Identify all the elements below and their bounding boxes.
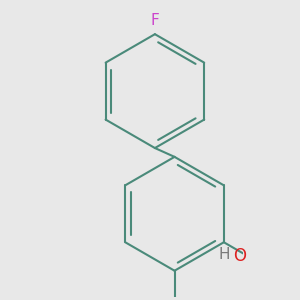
Text: F: F bbox=[151, 13, 159, 28]
Text: H: H bbox=[218, 247, 230, 262]
Text: O: O bbox=[233, 247, 246, 265]
